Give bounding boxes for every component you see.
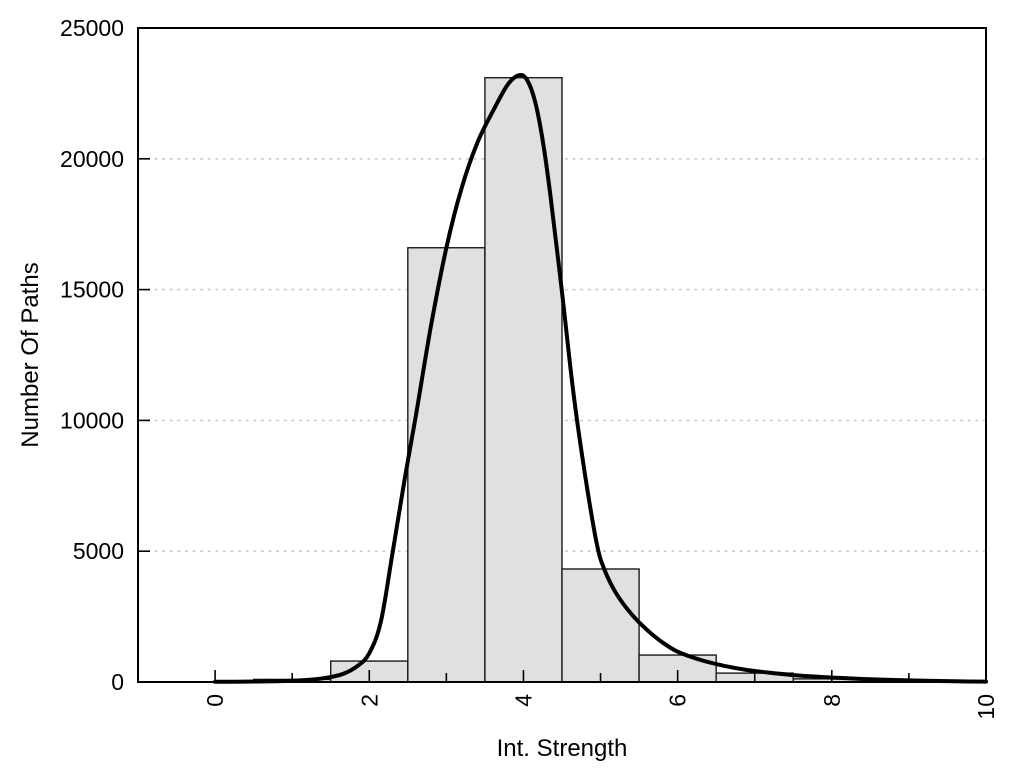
- y-tick-label: 15000: [60, 277, 124, 303]
- y-tick-label: 20000: [60, 146, 124, 172]
- tick-marks-group: [138, 27, 987, 683]
- histogram-bar: [407, 247, 486, 683]
- y-tick-label: 10000: [60, 407, 124, 433]
- plot-frame-group: [137, 27, 987, 683]
- tick-labels-group: 0 5000 10000 15000 20000 25000 0 2 4 6 8 10: [60, 15, 999, 720]
- x-tick-label: 10: [973, 694, 999, 720]
- x-tick-label: 2: [356, 694, 382, 707]
- x-tick-label: 0: [202, 694, 228, 707]
- x-tick-label: 8: [819, 694, 845, 707]
- x-axis-title: Int. Strength: [497, 735, 628, 762]
- y-tick-label: 25000: [60, 15, 124, 41]
- histogram-bar: [484, 77, 563, 683]
- y-axis-title: Number Of Paths: [17, 262, 44, 447]
- plot-frame: [137, 27, 987, 683]
- x-tick-label: 6: [665, 694, 691, 707]
- histogram-bars-group: [252, 77, 872, 683]
- y-tick-label: 0: [111, 669, 124, 695]
- y-tick-label: 5000: [73, 538, 124, 564]
- density-curve: [213, 72, 988, 684]
- histogram-bar: [561, 568, 640, 683]
- density-curve-group: [213, 72, 988, 684]
- x-tick-label: 4: [510, 694, 536, 707]
